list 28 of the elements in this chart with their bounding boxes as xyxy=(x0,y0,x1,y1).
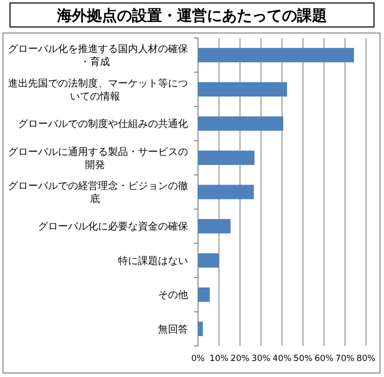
bar xyxy=(198,253,219,268)
chart-title: 海外拠点の設置・運営にあたっての課題 xyxy=(56,6,327,24)
bar xyxy=(198,184,254,200)
x-tick-label: 60% xyxy=(314,354,334,364)
bar xyxy=(198,116,284,131)
x-tick-label: 40% xyxy=(272,354,292,364)
y-tick-label: グローバルに通用する製品・サービスの開発 xyxy=(8,146,188,171)
x-tick-label: 20% xyxy=(230,354,250,364)
bar xyxy=(198,219,231,234)
x-tick-label: 70% xyxy=(336,354,354,364)
x-tick-label: 80% xyxy=(356,354,376,364)
y-tick-label: 進出先国での法制度、マーケット等についての情報 xyxy=(8,77,188,102)
x-tick-label: 30% xyxy=(252,354,270,364)
y-tick-label: 特に課題はない xyxy=(118,254,188,267)
bar xyxy=(198,322,203,336)
x-tick-label: 0% xyxy=(191,354,205,364)
y-tick-label: その他 xyxy=(158,289,188,302)
y-tick-label: グローバル化に必要な資金の確保 xyxy=(38,220,188,233)
bar xyxy=(198,48,354,62)
bar xyxy=(198,287,210,302)
y-tick-label: 無回答 xyxy=(158,323,188,336)
y-tick-label: グローバルでの制度や仕組みの共通化 xyxy=(18,118,188,130)
bar xyxy=(198,82,288,97)
bar xyxy=(198,150,254,165)
y-tick-label: グローバルでの経営理念・ビジョンの徹底 xyxy=(8,180,188,205)
x-tick-label: 50% xyxy=(294,354,312,364)
x-tick-label: 10% xyxy=(210,354,228,364)
y-tick-label: グローバル化を推進する国内人材の確保・育成 xyxy=(8,43,188,68)
